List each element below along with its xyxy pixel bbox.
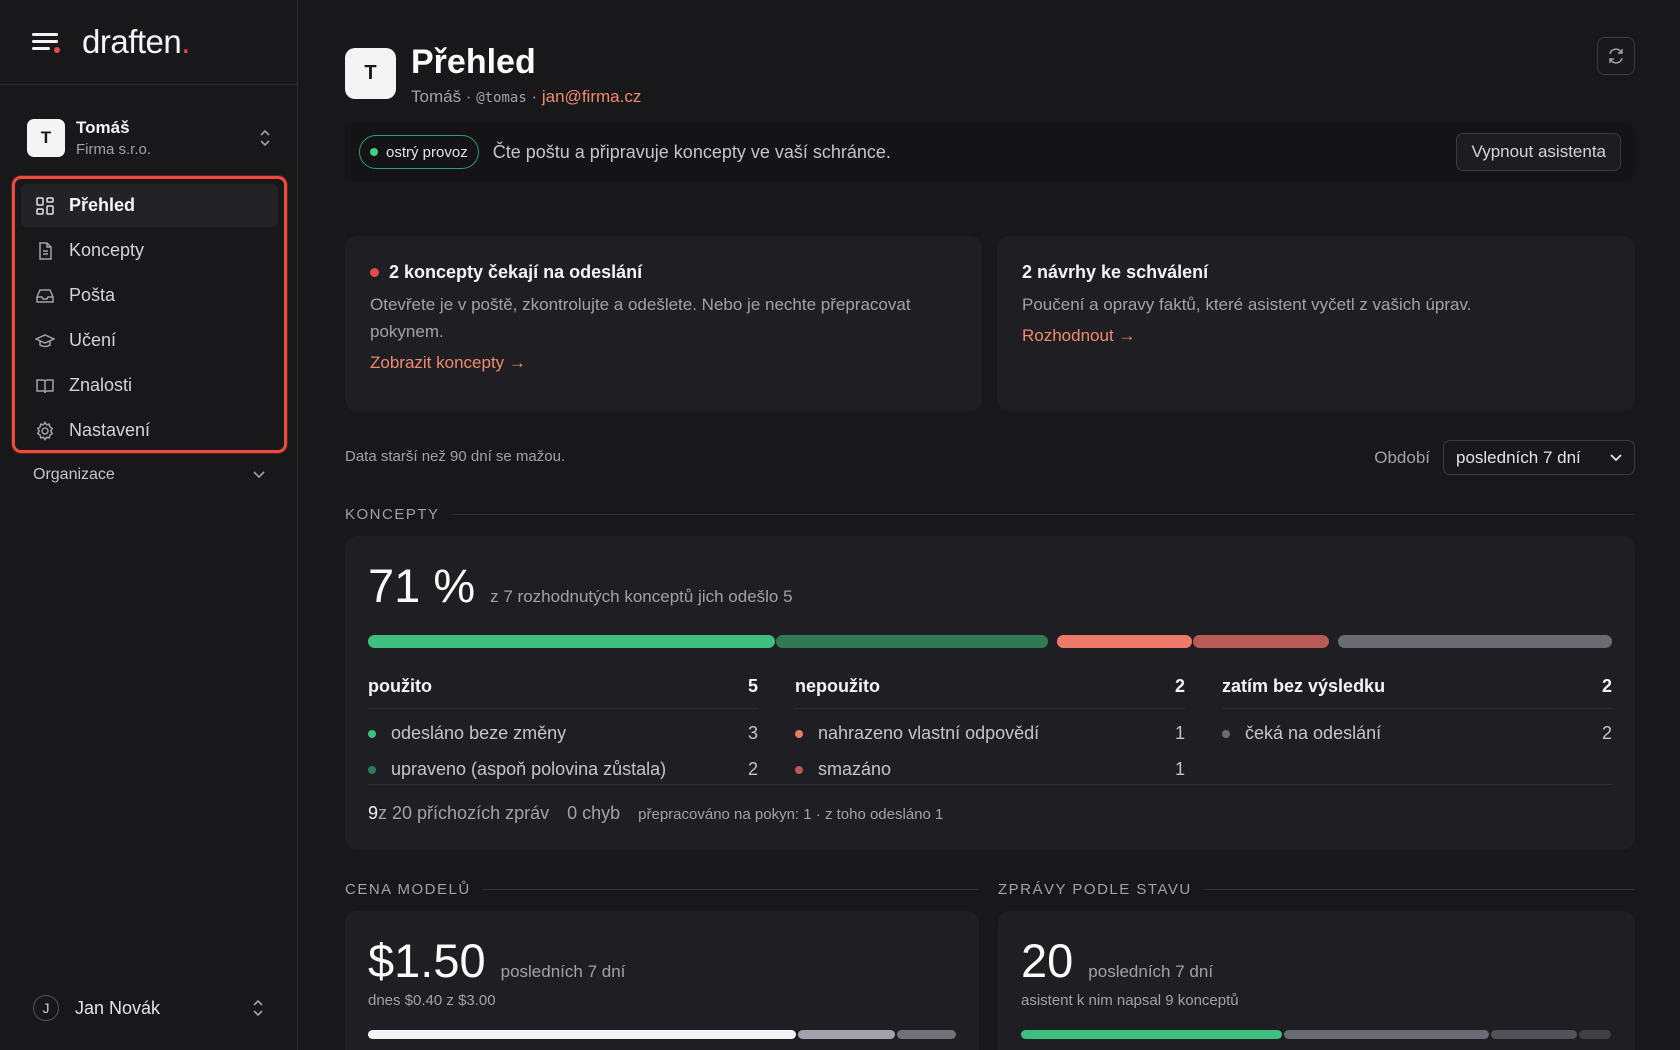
refresh-button[interactable] — [1597, 37, 1635, 75]
status-text: Čte poštu a připravuje koncepty ve vaší … — [492, 141, 891, 162]
disable-assistant-button[interactable]: Vypnout asistenta — [1456, 133, 1621, 171]
main-content: T Přehled Tomáš · @tomas · jan@firma.cz … — [345, 0, 1635, 1050]
avatar: T — [345, 48, 396, 99]
assistant-status-bar: ostrý provoz Čte poštu a připravuje konc… — [345, 123, 1635, 181]
workspace-avatar: T — [27, 119, 65, 157]
cost-bar — [368, 1030, 956, 1039]
unused-column: nepoužito 2 nahrazeno vlastní odpovědí 1 s… — [795, 676, 1185, 781]
organization-label: Organizace — [33, 466, 115, 483]
sidebar: draften. T Tomáš Firma s.r.o. Přehled Ko… — [0, 0, 298, 1050]
proposals-card: 2 návrhy ke schválení Poučení a opravy f… — [997, 236, 1635, 411]
list-item: čeká na odeslání 2 — [1222, 722, 1612, 745]
nav-item-label: Přehled — [69, 195, 136, 215]
period-label: Období — [1374, 447, 1430, 467]
brand-bar: draften. — [0, 0, 297, 85]
concepts-progress-bar — [368, 635, 1612, 648]
messages-total: 20 — [1021, 934, 1074, 987]
nav-item-znalosti[interactable]: Znalosti — [21, 364, 278, 407]
organization-section-toggle[interactable]: Organizace — [33, 466, 265, 484]
nav-item-label: Nastavení — [69, 420, 151, 440]
book-icon — [36, 378, 54, 393]
account-email[interactable]: jan@firma.cz — [541, 87, 642, 107]
page-header: T Přehled Tomáš · @tomas · jan@firma.cz — [345, 43, 642, 107]
chevron-up-down-icon — [260, 129, 270, 147]
states-bar — [1021, 1030, 1612, 1039]
concepts-footer: 9 z 20 příchozích zpráv 0 chyb přepracov… — [368, 784, 1612, 824]
card-text: Poučení a opravy faktů, které asistent v… — [1022, 295, 1472, 314]
nav-item-nastaveni[interactable]: Nastavení — [21, 409, 278, 452]
workspace-org: Firma s.r.o. — [76, 141, 152, 158]
list-item: odesláno beze změny 3 — [368, 722, 758, 745]
workspace-switcher[interactable]: T Tomáš Firma s.r.o. — [27, 115, 272, 161]
document-icon — [39, 241, 52, 260]
cost-today: dnes $0.40 z $3.00 — [368, 992, 496, 1009]
cost-total: $1.50 — [368, 934, 486, 987]
page-title: Přehled — [411, 43, 536, 81]
nav-item-label: Koncepty — [69, 240, 145, 260]
brand-logo[interactable]: draften. — [82, 23, 190, 60]
status-badge: ostrý provoz — [359, 135, 479, 169]
success-rate-caption: z 7 rozhodnutých konceptů jich odešlo 5 — [490, 587, 793, 606]
data-retention-note: Data starší než 90 dní se mažou. — [345, 448, 566, 465]
user-name: Jan Novák — [75, 997, 161, 1018]
cost-section-heading: CENA MODELŮ — [345, 881, 979, 898]
gear-icon — [36, 420, 54, 441]
account-handle: @tomas — [476, 90, 527, 107]
states-section-heading: ZPRÁVY PODLE STAVU — [998, 881, 1635, 898]
card-title: 2 návrhy ke schválení — [1022, 262, 1209, 282]
refresh-icon — [1609, 48, 1623, 64]
main-nav: Přehled Koncepty Pošta Učení Znalosti Na… — [12, 176, 287, 453]
pending-drafts-card: 2 koncepty čekají na odeslání Otevřete j… — [345, 236, 982, 411]
success-rate: 71 % — [368, 559, 476, 612]
chevron-down-icon — [253, 471, 265, 479]
user-menu[interactable]: J Jan Novák — [33, 993, 265, 1023]
card-text: Otevřete je v poště, zkontrolujte a odeš… — [370, 295, 911, 342]
nav-item-koncepty[interactable]: Koncepty — [21, 229, 278, 272]
concepts-card: 71 % z 7 rozhodnutých konceptů jich odeš… — [345, 536, 1635, 850]
nav-item-label: Učení — [69, 330, 117, 350]
avatar: J — [33, 995, 59, 1021]
period-selector: Období posledních 7 dní — [1374, 440, 1635, 475]
messages-by-state-card: 20 posledních 7 dní asistent k nim napsa… — [998, 911, 1635, 1050]
menu-icon[interactable] — [32, 31, 60, 53]
page-subtitle: Tomáš · @tomas · jan@firma.cz — [411, 87, 642, 107]
chevron-down-icon — [1610, 453, 1622, 461]
nav-item-prehled[interactable]: Přehled — [21, 184, 278, 227]
alert-dot-icon — [370, 268, 379, 277]
list-item: smazáno 1 — [795, 758, 1185, 781]
account-name: Tomáš — [411, 87, 462, 107]
used-column: použito 5 odesláno beze změny 3 upraveno (… — [368, 676, 758, 781]
nav-item-label: Pošta — [69, 285, 116, 305]
decide-link[interactable]: Rozhodnout → — [1022, 326, 1136, 346]
period-select[interactable]: posledních 7 dní — [1443, 440, 1635, 475]
drafts-written: asistent k nim napsal 9 konceptů — [1021, 992, 1239, 1009]
list-item: nahrazeno vlastní odpovědí 1 — [795, 722, 1185, 745]
chevron-up-down-icon — [253, 999, 263, 1017]
inbox-icon — [36, 288, 54, 303]
nav-item-posta[interactable]: Pošta — [21, 274, 278, 317]
nav-item-uceni[interactable]: Učení — [21, 319, 278, 362]
graduation-cap-icon — [35, 333, 55, 347]
workspace-name: Tomáš — [76, 118, 130, 137]
no-result-column: zatím bez výsledku 2 čeká na odeslání 2 — [1222, 676, 1612, 745]
concepts-section-heading: KONCEPTY — [345, 506, 1635, 523]
nav-item-label: Znalosti — [69, 375, 133, 395]
card-title: 2 koncepty čekají na odeslání — [370, 262, 957, 283]
show-drafts-link[interactable]: Zobrazit koncepty → — [370, 353, 526, 373]
model-cost-card: $1.50 posledních 7 dní dnes $0.40 z $3.0… — [345, 911, 979, 1050]
grid-icon — [36, 196, 54, 215]
list-item: upraveno (aspoň polovina zůstala) 2 — [368, 758, 758, 781]
